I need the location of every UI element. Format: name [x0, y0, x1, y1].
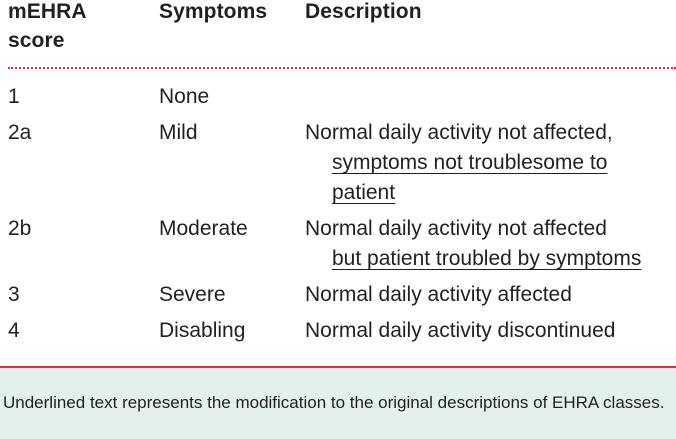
header-symptoms: Symptoms [159, 0, 268, 23]
modified-text: patient [332, 181, 396, 204]
header-score: mEHRA score [8, 0, 86, 52]
description-line-modified: but patient troubled by symptoms [305, 244, 670, 274]
description-line-modified: symptoms not troublesome to [305, 148, 670, 178]
footnote: Underlined text represents the modificat… [3, 393, 665, 412]
modified-text: symptoms not troublesome to [332, 151, 608, 174]
description-line: Normal daily activity not affected [305, 217, 607, 240]
header-divider [8, 67, 676, 69]
score-cell: 4 [8, 319, 20, 342]
score-cell: 2b [8, 217, 32, 240]
symptoms-cell: Mild [159, 121, 198, 144]
description-line: Normal daily activity affected [305, 283, 572, 306]
footnote-box: Underlined text represents the modificat… [0, 368, 676, 439]
description-cell: Normal daily activity affected [305, 280, 670, 310]
description-line: Normal daily activity not affected, [305, 121, 613, 144]
mehra-table: mEHRA score Symptoms Description 1 None … [8, 0, 676, 346]
description-cell: Normal daily activity not affected, symp… [305, 118, 670, 208]
score-cell: 1 [8, 85, 20, 108]
symptoms-cell: Disabling [159, 319, 246, 342]
description-line: Normal daily activity discontinued [305, 319, 616, 342]
symptoms-cell: None [159, 85, 210, 108]
header-description: Description [305, 0, 422, 23]
score-cell: 2a [8, 121, 32, 144]
score-cell: 3 [8, 283, 20, 306]
description-line-modified: patient [305, 178, 670, 208]
symptoms-cell: Moderate [159, 217, 248, 240]
table-bottom-rule [0, 366, 676, 368]
modified-text: but patient troubled by symptoms [332, 247, 642, 270]
description-cell: Normal daily activity not affected but p… [305, 214, 670, 274]
description-cell: Normal daily activity discontinued [305, 316, 670, 346]
symptoms-cell: Severe [159, 283, 226, 306]
